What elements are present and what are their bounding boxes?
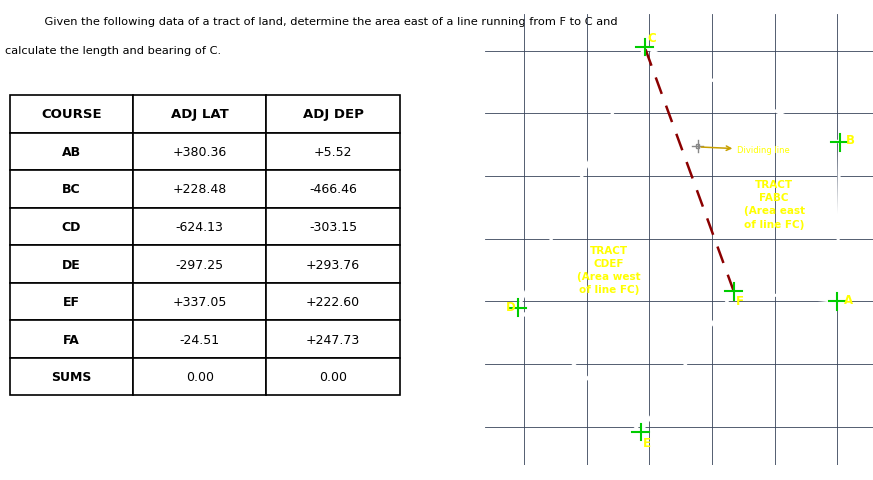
Text: -297.25: -297.25: [175, 258, 223, 271]
Text: C: C: [647, 32, 656, 45]
Bar: [134, 133, 266, 171]
Bar: [266, 96, 400, 133]
Text: calculate the length and bearing of C.: calculate the length and bearing of C.: [5, 46, 221, 56]
Text: CD: CD: [62, 220, 81, 234]
Text: -466.46: -466.46: [309, 183, 357, 196]
Bar: [10, 246, 134, 283]
Text: 0.00: 0.00: [319, 370, 347, 384]
Text: TRACT
CDEF
(Area west
of line FC): TRACT CDEF (Area west of line FC): [577, 245, 641, 295]
Bar: [10, 96, 134, 133]
Bar: [266, 208, 400, 246]
Text: COURSE: COURSE: [41, 108, 102, 121]
Text: F: F: [736, 294, 745, 307]
Text: B: B: [846, 133, 856, 146]
Text: A: A: [844, 294, 853, 307]
Bar: [134, 246, 266, 283]
Bar: [134, 208, 266, 246]
Text: -303.15: -303.15: [309, 220, 357, 234]
Text: AB: AB: [62, 145, 81, 159]
Text: -624.13: -624.13: [175, 220, 223, 234]
Bar: [266, 283, 400, 321]
Text: +222.60: +222.60: [306, 295, 360, 309]
Text: D: D: [505, 301, 515, 314]
Bar: [134, 358, 266, 396]
Bar: [134, 171, 266, 208]
Text: FA: FA: [63, 333, 80, 346]
Text: DE: DE: [62, 258, 81, 271]
Text: +5.52: +5.52: [313, 145, 352, 159]
Text: SUMS: SUMS: [52, 370, 92, 384]
Bar: [266, 171, 400, 208]
Text: ADJ DEP: ADJ DEP: [303, 108, 363, 121]
Bar: [10, 321, 134, 358]
Text: TRACT
FABC
(Area east
of line FC): TRACT FABC (Area east of line FC): [744, 180, 805, 229]
Bar: [10, 358, 134, 396]
Text: +380.36: +380.36: [173, 145, 227, 159]
Text: ADJ LAT: ADJ LAT: [171, 108, 229, 121]
Bar: [134, 283, 266, 321]
Bar: [266, 321, 400, 358]
Text: BC: BC: [62, 183, 81, 196]
Text: +293.76: +293.76: [306, 258, 360, 271]
Bar: [696, 145, 699, 148]
Bar: [266, 246, 400, 283]
Bar: [266, 358, 400, 396]
Bar: [134, 96, 266, 133]
Bar: [266, 133, 400, 171]
Text: E: E: [643, 436, 650, 449]
Bar: [134, 321, 266, 358]
Bar: [10, 208, 134, 246]
Text: EF: EF: [63, 295, 80, 309]
Bar: [10, 171, 134, 208]
Text: +337.05: +337.05: [173, 295, 227, 309]
Text: -24.51: -24.51: [180, 333, 220, 346]
Bar: [10, 283, 134, 321]
Text: Dividing line: Dividing line: [737, 145, 790, 155]
Text: 0.00: 0.00: [186, 370, 214, 384]
Bar: [10, 133, 134, 171]
Text: +228.48: +228.48: [173, 183, 227, 196]
Text: +247.73: +247.73: [306, 333, 360, 346]
Text: Given the following data of a tract of land, determine the area east of a line r: Given the following data of a tract of l…: [30, 17, 617, 27]
